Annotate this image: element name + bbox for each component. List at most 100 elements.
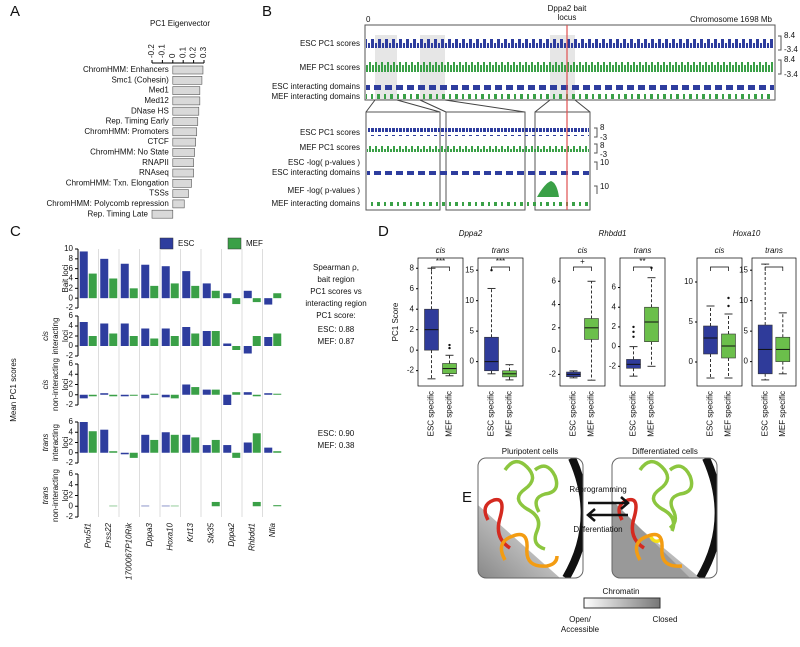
group-label: MEF specific (505, 391, 514, 437)
group-label: MEF specific (778, 391, 787, 437)
zoom-connector (365, 99, 591, 113)
y-tick-label: 6 (69, 417, 74, 426)
bar (109, 451, 118, 453)
bar (100, 393, 109, 395)
outlier (632, 335, 635, 338)
plot-frame (559, 257, 606, 387)
bar (141, 505, 150, 507)
bar (150, 393, 159, 395)
y-tick-label: 4 (69, 321, 74, 330)
bar (223, 343, 232, 346)
scale-label: 8.4 (784, 31, 796, 40)
y-tick-label: 6 (69, 311, 74, 320)
group-label: MEF specific (647, 391, 656, 437)
annotation: MEF: 0.38 (318, 441, 355, 450)
bar (232, 452, 241, 458)
plot-frame (417, 257, 464, 387)
annotation: Spearman ρ, (313, 263, 359, 272)
y-tick-label: 15 (465, 265, 474, 274)
annotation: PC1 score: (316, 311, 356, 320)
legend-label: Closed (653, 615, 678, 624)
bar (129, 336, 138, 346)
track-label: ESC interacting domains (272, 168, 360, 177)
legend-label: Accessible (561, 625, 600, 634)
subplot-label: non-interacting (51, 358, 60, 411)
subplot-label: interacting (51, 318, 60, 355)
bar (243, 346, 252, 354)
significance: + (580, 257, 585, 266)
scale-label: 10 (600, 182, 609, 191)
outlier (448, 343, 451, 347)
bar (264, 447, 273, 453)
domain-track (367, 202, 589, 206)
bracket (573, 266, 592, 271)
legend-swatch (159, 237, 174, 250)
bar (273, 505, 282, 507)
bar (129, 452, 138, 458)
group-label: ESC specific (629, 391, 638, 436)
y-tick-label: -2 (407, 366, 415, 375)
annotation: interacting region (305, 299, 366, 308)
x-tick-label: Rhbdd1 (247, 523, 256, 551)
x-tick-label: -0.1 (158, 44, 167, 58)
bar (161, 432, 170, 453)
bar (79, 394, 88, 399)
signal-track (367, 144, 589, 152)
outlier (490, 268, 493, 272)
panel-letter: B (262, 3, 272, 20)
signal-track (367, 128, 589, 136)
bar (129, 394, 138, 396)
category-label: ChromHMM: Enhancers (83, 65, 169, 74)
y-tick-label: 4 (69, 480, 74, 489)
gene-title: Rhbdd1 (598, 229, 626, 238)
box (484, 336, 499, 372)
plot-frame (477, 257, 524, 387)
significance: *** (496, 257, 505, 266)
category-label: ChromHMM: No State (90, 148, 169, 157)
bar (120, 394, 129, 397)
bar (109, 333, 118, 346)
panel-letter: E (462, 489, 472, 506)
bar (172, 137, 196, 147)
y-tick-label: 6 (552, 276, 557, 285)
scale-bracket (594, 127, 598, 194)
track-label: ESC -log( p-values ) (288, 158, 360, 167)
y-tick-label: 0 (552, 346, 557, 355)
genome-browser: 0 Chromosome 16 98 Mb Dppa2 bait locus E… (272, 4, 798, 211)
bar (79, 422, 88, 453)
bar (172, 189, 189, 198)
group-label: MEF specific (445, 391, 454, 437)
bar (264, 298, 273, 305)
axis-end: 98 Mb (750, 15, 773, 24)
bar (211, 389, 220, 395)
outlier (727, 296, 730, 300)
bar (170, 394, 179, 399)
domain-track (366, 85, 774, 90)
bracket (710, 266, 729, 271)
domain-track (367, 171, 589, 175)
bar (151, 209, 174, 219)
bar (232, 298, 241, 305)
y-tick-label: 2 (69, 380, 74, 389)
significance: *** (436, 257, 445, 266)
bar (273, 333, 282, 346)
category-label: Smc1 (Cohesin) (111, 75, 169, 84)
scale-label: 10 (600, 158, 609, 167)
legend-label: ESC (178, 239, 195, 248)
y-tick-label: 5 (744, 326, 749, 335)
bar (191, 285, 200, 299)
category-label: RNAseq (139, 168, 169, 177)
bar (211, 439, 220, 453)
bar (202, 445, 211, 453)
bait-label: Dppa2 bait (548, 4, 587, 13)
bar (109, 278, 118, 299)
bar (170, 434, 179, 453)
subtitle: cis (578, 246, 588, 255)
subplot-label: trans (41, 487, 50, 505)
bar (273, 293, 282, 299)
y-tick-label: -2 (66, 458, 74, 467)
group-label: ESC specific (569, 391, 578, 436)
group-label: ESC specific (427, 391, 436, 436)
bar (172, 65, 204, 75)
x-tick-label: Krt13 (186, 522, 195, 542)
